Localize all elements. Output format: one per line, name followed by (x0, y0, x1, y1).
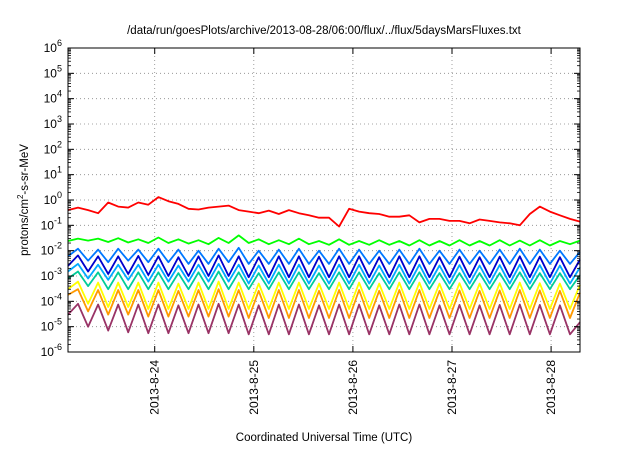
series-line (67, 270, 581, 291)
y-tick-label: 105 (44, 63, 62, 80)
y-tick-label: 10-1 (41, 215, 62, 232)
series-line (67, 262, 581, 285)
y-tick-label: 10-4 (41, 291, 62, 308)
series-line (67, 254, 581, 279)
y-tick-label: 101 (44, 165, 62, 182)
x-axis: 2013-8-24 2013-8-25 2013-8-26 2013-8-27 2013… (148, 48, 558, 415)
y-tick-label: 103 (44, 114, 62, 131)
series-line (67, 302, 581, 336)
y-axis-label: protons/cm2-s-sr-MeV (16, 144, 31, 256)
series-line (67, 280, 581, 310)
series-group (67, 196, 581, 336)
y-tick-label: 10-6 (41, 342, 62, 359)
series-line (67, 288, 581, 319)
x-tick-label: 2013-8-24 (148, 360, 162, 415)
x-tick-label: 2013-8-26 (346, 360, 360, 415)
series-line (67, 246, 581, 265)
y-tick-label: 10-5 (41, 317, 62, 334)
y-axis: 10-6 10-5 10-4 10-3 10-2 10-1 100 101 102 103 104 1… (41, 38, 580, 359)
y-tick-label: 100 (44, 190, 62, 207)
chart-title: /data/run/goesPlots/archive/2013-08-28/0… (127, 25, 522, 37)
x-tick-label: 2013-8-27 (445, 360, 459, 415)
x-tick-label: 2013-8-25 (247, 360, 261, 415)
x-axis-label: Coordinated Universal Time (UTC) (236, 432, 413, 444)
series-line (67, 196, 581, 228)
x-tick-label: 2013-8-28 (544, 360, 558, 415)
series-line (67, 234, 581, 247)
y-tick-label: 106 (44, 38, 62, 55)
y-tick-label: 10-2 (41, 241, 62, 258)
y-tick-label: 104 (44, 89, 62, 106)
y-tick-label: 10-3 (41, 266, 62, 283)
y-tick-label: 102 (44, 139, 62, 156)
